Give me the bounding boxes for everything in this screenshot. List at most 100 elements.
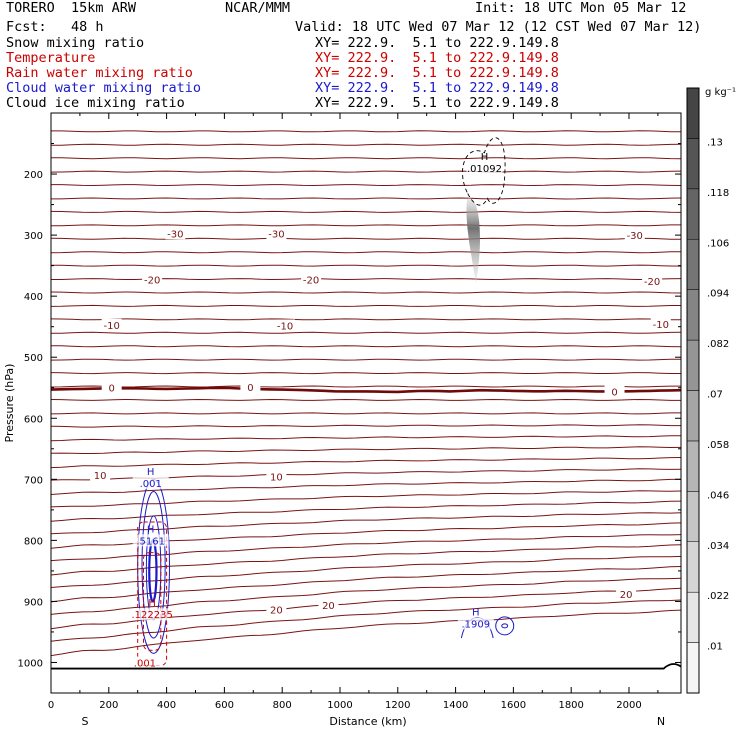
contour-label-bg bbox=[90, 469, 111, 482]
contour-label-bg bbox=[301, 273, 322, 286]
contour-label: 0 bbox=[247, 383, 253, 394]
colorbar-cell bbox=[686, 87, 700, 139]
isotherm-line bbox=[50, 398, 681, 401]
isotherm-line bbox=[50, 291, 682, 294]
contour-label: -10 bbox=[277, 321, 293, 332]
contour-label-bg bbox=[642, 274, 663, 287]
colorbar-cell bbox=[686, 591, 700, 643]
x-tick-label: 1000 bbox=[327, 700, 352, 711]
surface-line bbox=[51, 663, 682, 670]
contour-label: -10 bbox=[104, 321, 120, 332]
isotherm-line bbox=[50, 555, 682, 588]
max-value: .01092 bbox=[467, 164, 502, 175]
x-tick-label: 800 bbox=[273, 700, 292, 711]
y-axis-title: Pressure (hPa) bbox=[3, 364, 16, 443]
max-label-bg bbox=[457, 617, 494, 630]
field-name-2: Rain water mixing ratio bbox=[6, 65, 193, 81]
contour-label: -10 bbox=[653, 320, 669, 331]
isotherm-line bbox=[50, 446, 682, 454]
contour-label: -20 bbox=[644, 277, 660, 288]
x-tick-label: 1400 bbox=[443, 700, 468, 711]
contour-label-bg bbox=[266, 603, 287, 616]
field-xy-3: XY= 222.9. 5.1 to 222.9.149.8 bbox=[315, 80, 559, 96]
y-tick-label: 300 bbox=[24, 231, 43, 242]
contour-label: -20 bbox=[303, 276, 319, 287]
isotherm-line bbox=[50, 599, 682, 642]
y-tick-label: 1000 bbox=[18, 658, 43, 669]
max-value: .001 bbox=[134, 658, 156, 669]
colorbar-tick-label: .082 bbox=[707, 339, 729, 350]
colorbar-cell bbox=[686, 440, 700, 492]
organization: NCAR/MMM bbox=[225, 0, 291, 16]
contour-label: -20 bbox=[144, 276, 160, 287]
isotherm-line bbox=[51, 264, 682, 267]
colorbar-tick-label: .07 bbox=[707, 390, 723, 401]
isotherm-line bbox=[50, 251, 682, 254]
x-tick-label: 600 bbox=[215, 700, 234, 711]
isotherm-line bbox=[50, 478, 682, 495]
isotherm-line bbox=[50, 609, 682, 657]
isotherm-line bbox=[50, 457, 682, 469]
freezing-level-line bbox=[50, 386, 682, 394]
isotherm-line bbox=[50, 304, 681, 307]
field-xy-0: XY= 222.9. 5.1 to 222.9.149.8 bbox=[315, 35, 559, 51]
x-axis-title: Distance (km) bbox=[329, 715, 406, 728]
colorbar-cell bbox=[686, 289, 700, 341]
contour-label: -30 bbox=[627, 231, 643, 242]
x-tick-label: 1600 bbox=[501, 700, 526, 711]
contour-label-bg bbox=[624, 229, 645, 242]
contour-label-bg bbox=[275, 319, 296, 332]
cloud-water-contour bbox=[501, 623, 509, 629]
colorbar-cell bbox=[686, 541, 700, 593]
max-label-bg bbox=[466, 161, 503, 174]
isotherm-line bbox=[50, 224, 681, 227]
isotherm-line bbox=[50, 512, 682, 535]
north-label: N bbox=[657, 715, 665, 728]
colorbar-tick-label: .046 bbox=[707, 490, 729, 501]
max-marker: H bbox=[147, 524, 155, 535]
isotherm-line bbox=[50, 157, 682, 160]
valid-time: Valid: 18 UTC Wed 07 Mar 12 (12 CST Wed … bbox=[295, 19, 702, 35]
x-tick-label: 200 bbox=[99, 700, 118, 711]
isotherm-line bbox=[50, 210, 682, 213]
contour-label-bg bbox=[266, 227, 287, 240]
contour-label-bg bbox=[604, 385, 625, 398]
colorbar-cell bbox=[686, 390, 700, 442]
max-value: .1909 bbox=[461, 619, 490, 630]
isotherm-line bbox=[51, 184, 682, 187]
contour-label: 20 bbox=[270, 605, 283, 616]
isotherm-line bbox=[50, 372, 681, 375]
contour-label-bg bbox=[101, 381, 122, 394]
max-marker: H bbox=[148, 598, 156, 609]
isotherm-line bbox=[50, 358, 681, 361]
field-name-3: Cloud water mixing ratio bbox=[6, 80, 202, 96]
max-value: .5161 bbox=[136, 536, 165, 547]
y-tick-label: 900 bbox=[24, 597, 43, 608]
isotherm-line bbox=[50, 424, 681, 428]
model-title: TORERO 15km ARW bbox=[6, 0, 137, 16]
max-value: .001 bbox=[140, 479, 162, 490]
y-tick-label: 400 bbox=[24, 292, 43, 303]
isotherm-line bbox=[51, 143, 682, 146]
x-tick-label: 1200 bbox=[385, 700, 410, 711]
forecast-hour: Fcst: 48 h bbox=[6, 19, 104, 35]
colorbar-frame bbox=[686, 87, 700, 694]
contour-label: 20 bbox=[322, 601, 335, 612]
contour-label-bg bbox=[650, 318, 671, 331]
isotherm-line bbox=[50, 412, 681, 415]
field-name-4: Cloud ice mixing ratio bbox=[6, 95, 185, 111]
contour-label: 10 bbox=[94, 471, 107, 482]
x-tick-label: 0 bbox=[48, 700, 54, 711]
isotherm-line bbox=[50, 345, 682, 348]
colorbar-cell bbox=[686, 188, 700, 240]
cloud-water-contour bbox=[141, 491, 166, 639]
isotherm-line bbox=[50, 490, 682, 508]
y-tick-label: 800 bbox=[24, 536, 43, 547]
y-tick-label: 200 bbox=[24, 170, 43, 181]
colorbar-tick-label: .058 bbox=[707, 440, 729, 451]
colorbar-tick-label: .022 bbox=[707, 591, 729, 602]
cloud-ice-contour bbox=[462, 137, 506, 206]
contour-label-bg bbox=[318, 599, 339, 612]
south-label: S bbox=[82, 715, 89, 728]
